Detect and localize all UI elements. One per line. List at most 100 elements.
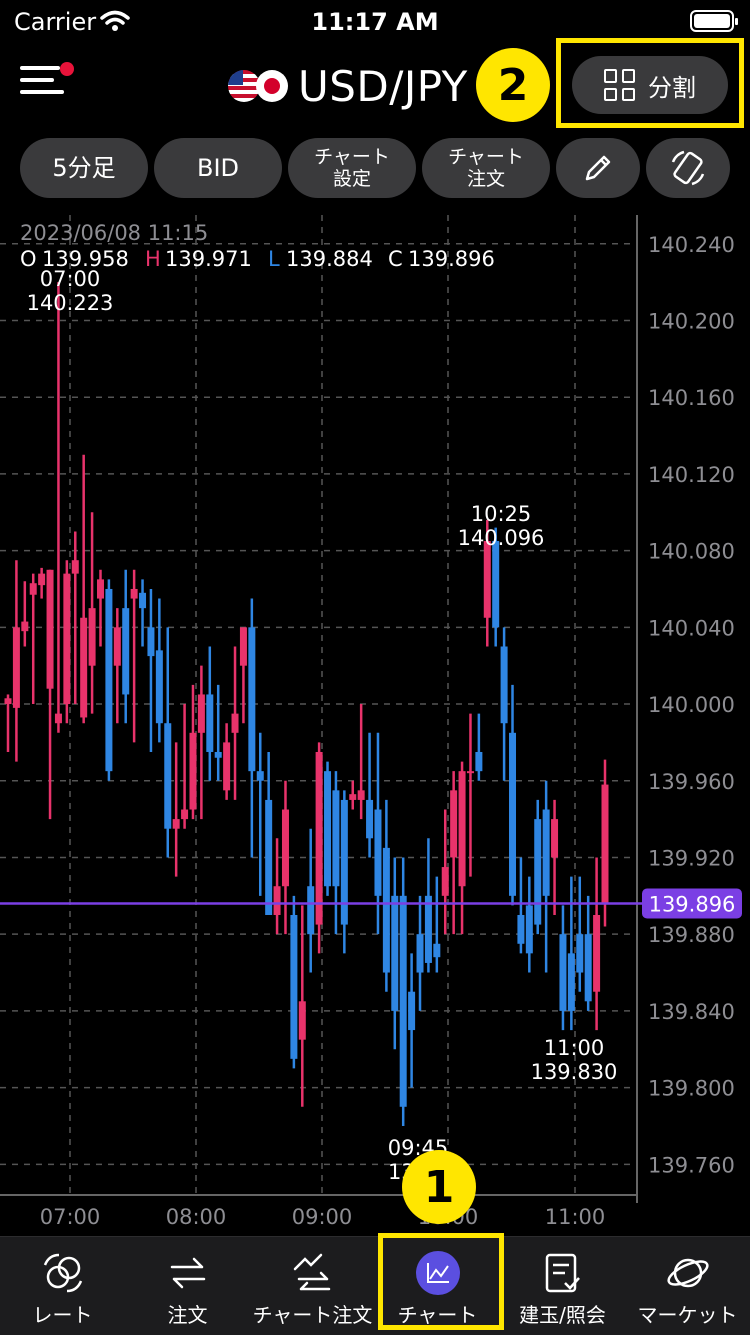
candle-body xyxy=(315,751,323,925)
candle-body xyxy=(576,934,584,973)
tab-rate[interactable]: レート xyxy=(0,1237,125,1335)
candle-body xyxy=(4,698,12,705)
candle-body xyxy=(113,627,121,666)
x-tick-label: 08:00 xyxy=(166,1205,227,1229)
currency-pair-selector[interactable]: USD/JPY xyxy=(228,58,468,114)
chart-order-button[interactable]: チャート 注文 xyxy=(422,138,550,198)
candle-body xyxy=(340,799,348,925)
candle-body xyxy=(231,713,239,733)
candle-body xyxy=(601,784,609,904)
annotation-time: 11:00 xyxy=(544,1036,605,1060)
candle-body xyxy=(441,867,449,896)
candle-body xyxy=(105,588,113,772)
candle-body xyxy=(147,627,155,657)
y-tick-label: 139.880 xyxy=(648,923,735,947)
carrier-label: Carrier xyxy=(14,8,97,36)
x-tick-label: 09:00 xyxy=(292,1205,353,1229)
annotation-badge-2: 2 xyxy=(476,48,550,122)
x-tick-label: 07:00 xyxy=(40,1205,101,1229)
menu-icon-line xyxy=(20,78,54,82)
currency-pair-label: USD/JPY xyxy=(298,61,468,111)
y-tick-label: 140.040 xyxy=(648,616,735,640)
pencil-icon xyxy=(585,155,611,181)
candle-body xyxy=(551,819,559,858)
candle-body xyxy=(500,646,508,724)
candle-body xyxy=(63,573,71,705)
candle-body xyxy=(559,934,567,1011)
highlight-frame-chart-tab xyxy=(378,1233,504,1330)
menu-icon xyxy=(20,66,60,70)
candle-body xyxy=(424,895,432,963)
candle-body xyxy=(197,694,205,733)
candle-body xyxy=(593,915,601,992)
highlight-frame-split xyxy=(556,38,744,128)
y-tick-label: 140.080 xyxy=(648,540,735,564)
split-view-button[interactable]: 分割 xyxy=(572,56,728,114)
y-tick-label: 140.200 xyxy=(648,309,735,333)
tab-chart[interactable]: チャート xyxy=(375,1237,500,1335)
ohlc-close: 139.896 xyxy=(408,247,495,271)
candle-body xyxy=(139,592,147,609)
candle-body xyxy=(122,608,130,695)
candle-body xyxy=(374,809,382,896)
chart-settings-button[interactable]: チャート 設定 xyxy=(288,138,416,198)
notification-dot xyxy=(60,62,74,76)
wifi-icon xyxy=(100,10,130,31)
price-type-button[interactable]: BID xyxy=(154,138,282,198)
ohlc-high: 139.971 xyxy=(165,247,252,271)
y-tick-label: 139.840 xyxy=(648,1000,735,1024)
candle-body xyxy=(382,847,390,973)
candle-body xyxy=(542,809,550,896)
status-bar: Carrier 11:17 AM xyxy=(0,0,750,44)
candle-body xyxy=(38,573,46,586)
candle-body xyxy=(475,751,483,772)
tab-order[interactable]: 注文 xyxy=(125,1237,250,1335)
current-price-label: 139.896 xyxy=(649,892,736,916)
order-arrows-icon xyxy=(170,1257,205,1289)
annotation-time: 10:25 xyxy=(471,502,532,526)
candle-body xyxy=(46,569,54,689)
draw-button[interactable] xyxy=(556,138,640,198)
tab-market[interactable]: マーケット xyxy=(625,1237,750,1335)
y-tick-label: 139.960 xyxy=(648,770,735,794)
candle-body xyxy=(273,886,281,915)
candle-body xyxy=(366,799,374,839)
chart-toolbar: 5分足 BID チャート 設定 チャート 注文 xyxy=(0,138,750,200)
candle-body xyxy=(307,886,315,935)
tab-label: チャート xyxy=(397,1303,478,1327)
battery-icon xyxy=(690,10,738,32)
chart-order-icon xyxy=(293,1253,330,1291)
split-label: 分割 xyxy=(648,73,696,102)
tab-chart-order[interactable]: チャート注文 xyxy=(250,1237,375,1335)
candle-body xyxy=(509,732,517,896)
rotate-button[interactable] xyxy=(646,138,730,198)
menu-button[interactable] xyxy=(20,62,74,106)
candle-body xyxy=(450,790,458,858)
y-tick-label: 140.160 xyxy=(648,386,735,410)
candle-body xyxy=(206,694,214,752)
tab-positions[interactable]: 建玉/照会 xyxy=(500,1237,625,1335)
candle-body xyxy=(483,541,491,618)
interval-button[interactable]: 5分足 xyxy=(20,138,148,198)
candle-body xyxy=(290,915,298,1059)
candle-body xyxy=(71,560,79,574)
candle-body xyxy=(416,934,424,973)
candle-body xyxy=(80,617,88,718)
candle-body xyxy=(408,991,416,1031)
y-tick-label: 140.240 xyxy=(648,233,735,257)
y-tick-label: 140.120 xyxy=(648,463,735,487)
tab-label: 注文 xyxy=(167,1303,208,1327)
candle-body xyxy=(29,583,37,595)
chart-order-label-1: チャート xyxy=(448,146,524,168)
ohlc-close-label: C xyxy=(388,247,403,271)
tab-label: レート xyxy=(32,1303,93,1327)
ohlc-low-label: L xyxy=(268,247,280,271)
x-tick-label: 11:00 xyxy=(545,1205,606,1229)
candle-body xyxy=(214,751,222,758)
candle-body xyxy=(256,771,264,781)
header: USD/JPY xyxy=(0,44,750,128)
candlestick-chart[interactable]: 140.240 140.200 140.160 140.120 140.080 140.0… xyxy=(0,205,750,1235)
tab-label: チャート注文 xyxy=(252,1303,373,1327)
candle-body xyxy=(189,732,197,810)
annotation-badge-1: 1 xyxy=(402,1150,476,1224)
